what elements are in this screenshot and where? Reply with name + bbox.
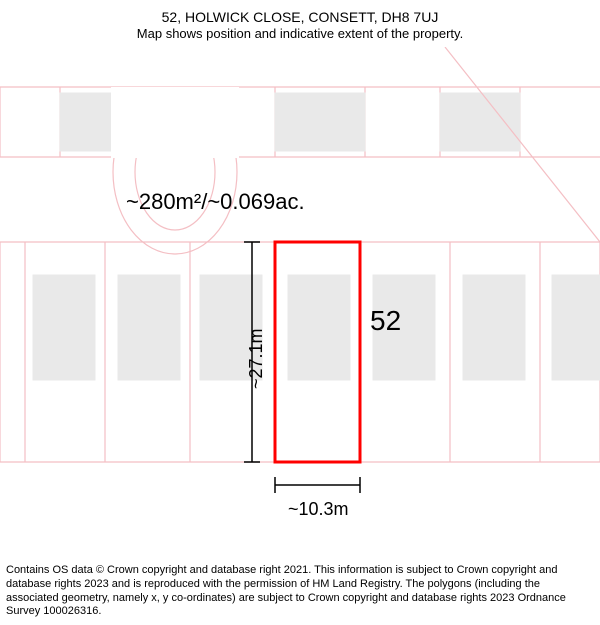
height-dimension-label: ~27.1m [246,329,267,390]
area-label: ~280m²/~0.069ac. [126,189,305,215]
house-number-label: 52 [370,305,401,337]
page-title: 52, HOLWICK CLOSE, CONSETT, DH8 7UJ [10,8,590,26]
width-dimension-label: ~10.3m [288,499,349,520]
map-area: ~280m²/~0.069ac. ~27.1m ~10.3m 52 [0,47,600,527]
page-container: 52, HOLWICK CLOSE, CONSETT, DH8 7UJ Map … [0,0,600,625]
header: 52, HOLWICK CLOSE, CONSETT, DH8 7UJ Map … [0,0,600,47]
map-svg [0,47,600,527]
footer-attribution: Contains OS data © Crown copyright and d… [6,564,594,619]
page-subtitle: Map shows position and indicative extent… [10,26,590,43]
